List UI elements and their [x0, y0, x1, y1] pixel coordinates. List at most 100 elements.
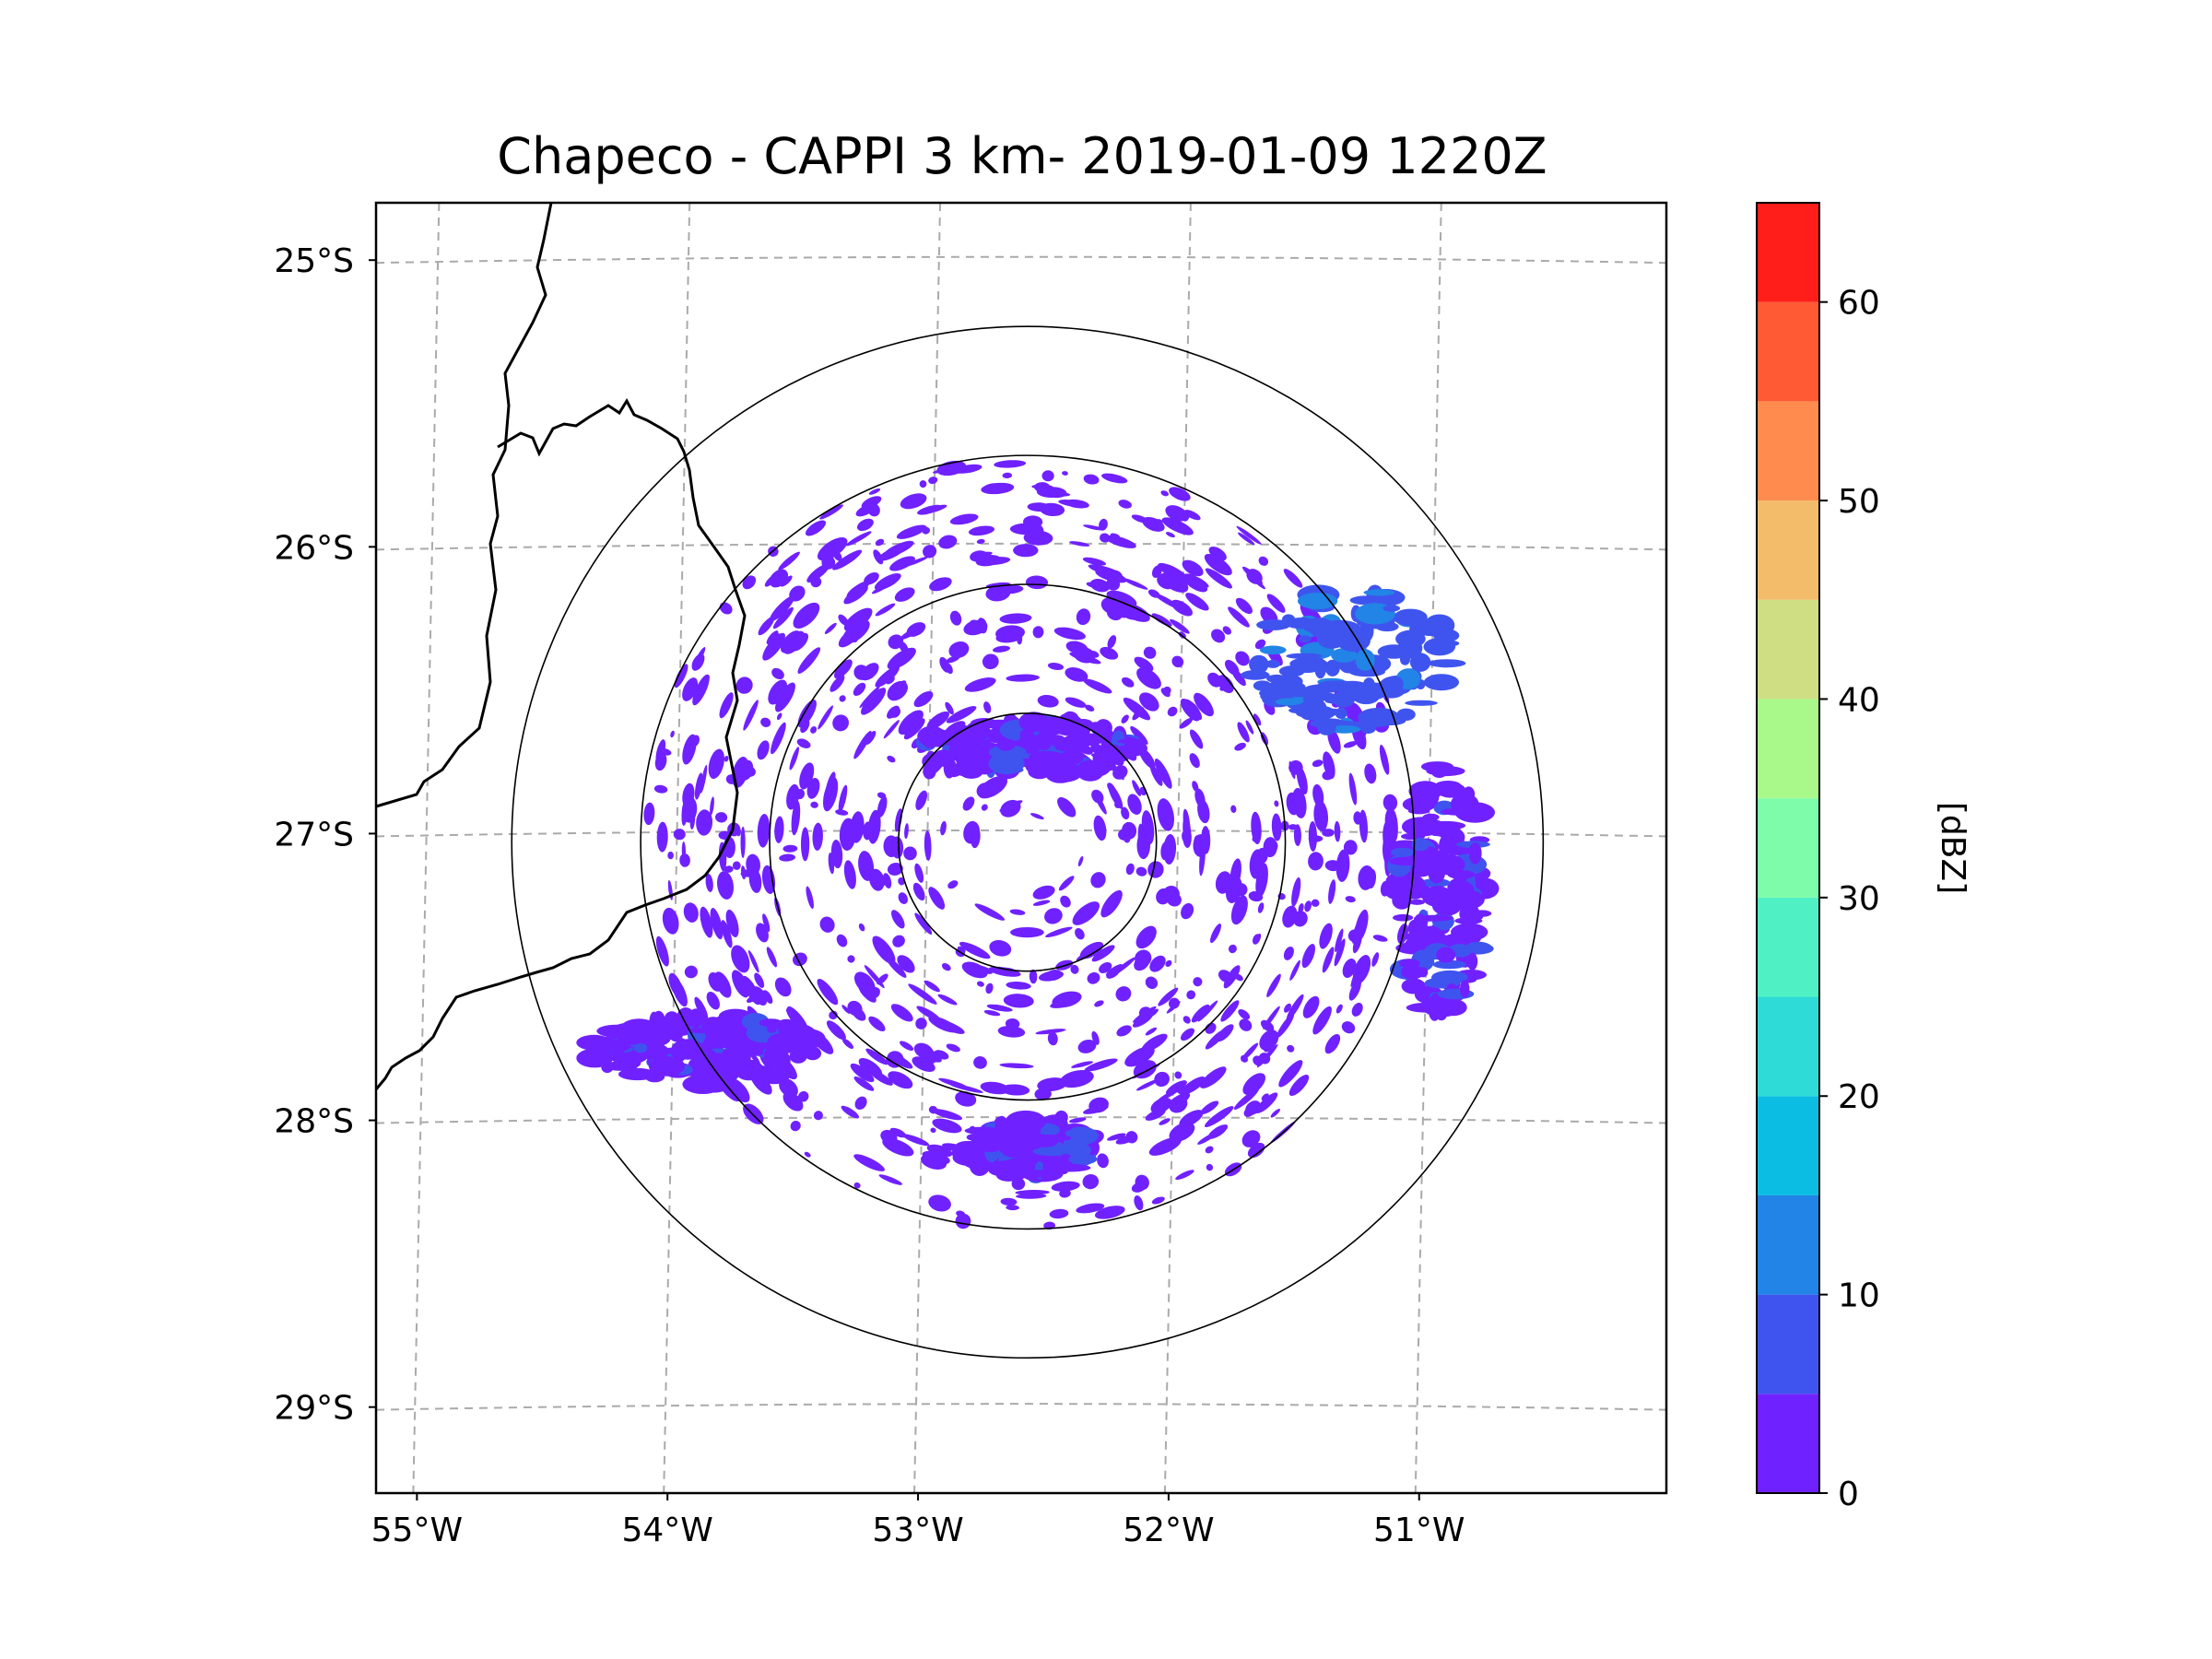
echo-speck	[897, 955, 915, 973]
echo-cell	[1473, 910, 1492, 917]
parallel-line	[376, 1116, 1666, 1124]
echo-speck	[1312, 1006, 1332, 1035]
graticule	[376, 203, 1666, 1493]
echo-speck	[846, 581, 870, 598]
echo-cell	[1067, 740, 1083, 753]
echo-speck	[1147, 861, 1164, 878]
echo-speck	[782, 844, 798, 853]
echo-speck	[1245, 720, 1254, 735]
echo-speck	[1348, 979, 1361, 1001]
echo-speck	[1343, 840, 1358, 855]
y-tick-label: 25°S	[274, 242, 354, 280]
echo-speck	[1041, 470, 1054, 482]
echo-speck	[1035, 1029, 1066, 1035]
echo-speck	[928, 477, 938, 485]
echo-speck	[1044, 908, 1063, 924]
echo-speck	[915, 1018, 927, 1030]
chart-title: Chapeco - CAPPI 3 km- 2019-01-09 1220Z	[497, 127, 1547, 185]
echo-speck	[813, 1111, 823, 1121]
echo-speck	[806, 563, 830, 582]
echo-cell	[671, 1039, 704, 1060]
echo-speck	[1032, 900, 1051, 906]
echo-cell	[1304, 684, 1342, 693]
echo-cell	[1317, 721, 1336, 735]
echo-cell	[1382, 605, 1401, 612]
echo-speck	[643, 802, 655, 826]
echo-speck	[1183, 510, 1201, 521]
echo-speck	[840, 824, 855, 836]
echo-speck	[946, 706, 977, 724]
echo-speck	[768, 679, 788, 705]
colorbar-segment	[1757, 401, 1819, 501]
echo-speck	[997, 1025, 1026, 1038]
echo-speck	[674, 664, 688, 688]
echo-cell	[741, 1013, 770, 1030]
echo-cell	[1420, 888, 1441, 902]
echo-cell	[1324, 659, 1340, 677]
echo-cell	[1018, 712, 1050, 733]
echo-speck	[1270, 841, 1278, 852]
echo-cell	[1265, 659, 1280, 668]
echo-speck	[867, 503, 880, 517]
echo-speck	[883, 720, 900, 739]
reflectivity-echoes	[576, 460, 1500, 1230]
echo-speck	[806, 886, 814, 910]
echo-speck	[842, 1038, 853, 1049]
echo-cell	[1423, 674, 1459, 691]
echo-cell	[1297, 593, 1338, 609]
echo-cell	[1436, 661, 1454, 668]
echo-cell	[682, 1074, 724, 1094]
echo-cell	[1048, 735, 1066, 747]
echo-speck	[983, 1009, 1001, 1017]
echo-speck	[754, 972, 765, 988]
echo-cell	[1336, 629, 1371, 653]
echo-speck	[1234, 973, 1243, 982]
echo-speck	[904, 823, 909, 840]
echo-cell	[759, 1018, 782, 1028]
echo-speck	[932, 1109, 963, 1121]
echo-speck	[1245, 1100, 1261, 1115]
echo-cell	[1331, 648, 1358, 663]
echo-speck	[896, 524, 927, 539]
echo-cell	[969, 1154, 991, 1176]
echo-speck	[1255, 1092, 1278, 1113]
echo-speck	[981, 482, 1015, 495]
echo-speck	[1189, 729, 1204, 749]
echo-speck	[912, 1056, 935, 1072]
echo-cell	[1388, 856, 1427, 866]
echo-speck	[914, 863, 924, 883]
echo-cell	[1411, 837, 1430, 852]
echo-speck	[885, 676, 895, 685]
echo-speck	[894, 808, 902, 832]
echo-speck	[1027, 502, 1052, 512]
colorbar-label: [dBZ]	[1934, 802, 1971, 894]
echo-speck	[1191, 1004, 1210, 1023]
echo-speck	[1142, 812, 1150, 844]
echo-speck	[1208, 547, 1227, 561]
echo-speck	[719, 692, 734, 719]
echo-speck	[1335, 1004, 1343, 1014]
echo-speck	[1162, 885, 1180, 902]
echo-speck	[986, 1004, 1013, 1012]
echo-speck	[700, 764, 708, 794]
echo-speck	[908, 983, 937, 1005]
echo-speck	[1210, 924, 1221, 944]
echo-speck	[1342, 959, 1357, 978]
echo-speck	[928, 887, 946, 910]
echo-speck	[1047, 1031, 1058, 1046]
echo-speck	[882, 873, 892, 888]
echo-speck	[817, 978, 839, 1006]
echo-speck	[1197, 799, 1210, 824]
x-tick-label: 54°W	[622, 1512, 713, 1549]
echo-speck	[1352, 921, 1360, 944]
echo-speck	[1291, 877, 1301, 907]
echo-speck	[1135, 1055, 1147, 1064]
echo-speck	[810, 576, 822, 588]
echo-cell	[1285, 618, 1318, 629]
echo-speck	[1199, 841, 1206, 877]
echo-speck	[721, 920, 733, 948]
echo-speck	[828, 852, 835, 875]
echo-speck	[891, 910, 905, 929]
echo-speck	[981, 557, 1011, 566]
echo-cell	[714, 1028, 729, 1049]
